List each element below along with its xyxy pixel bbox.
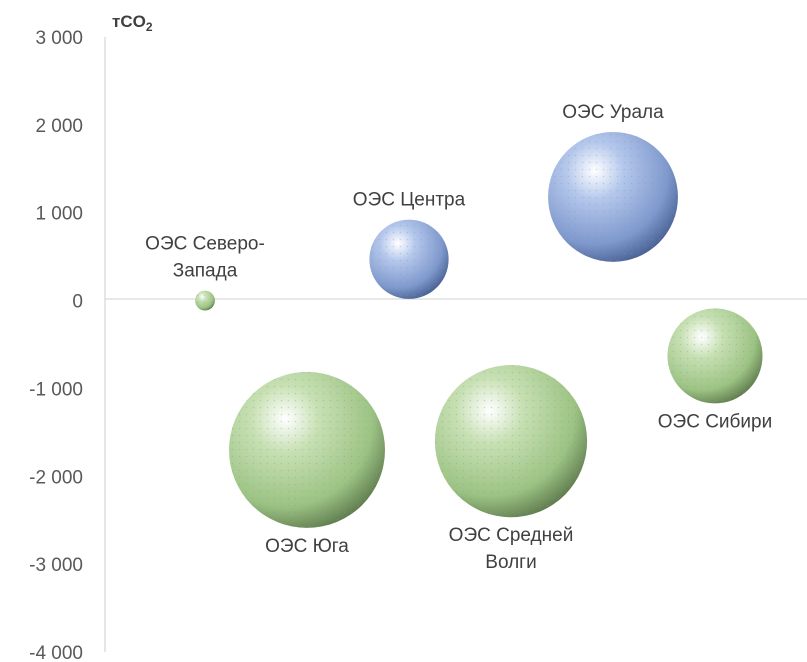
y-tick-label: 3 000 [35, 28, 83, 49]
y-tick-label: -3 000 [29, 555, 83, 576]
y-tick-label: 1 000 [35, 204, 83, 225]
y-tick-label: 2 000 [35, 116, 83, 137]
bubble-texture [369, 219, 449, 299]
bubble-texture [229, 371, 385, 528]
y-axis-ticks: 3 000 2 000 1 000 0 -1 000 -2 000 -3 000 -4 000 [29, 28, 83, 662]
bubble-texture [548, 131, 678, 262]
bubble-label: ОЭС Юга [265, 536, 349, 557]
y-tick-label: -1 000 [29, 379, 83, 400]
bubble-labels-group: ОЭС Северо-Запада ОЭС Центра ОЭС Урала ОЭС … [145, 102, 772, 573]
y-axis-unit: тCO2 [112, 12, 153, 34]
bubble-label: ОЭС Сибири [658, 411, 772, 432]
bubble-label: ОЭС Средней Волги [449, 525, 574, 573]
bubble-label: ОЭС Северо-Запада [145, 234, 265, 282]
y-tick-label: -2 000 [29, 467, 83, 488]
bubble-texture [434, 365, 588, 518]
bubble-texture [667, 308, 763, 404]
bubble-texture [195, 290, 215, 311]
bubbles-group [195, 131, 763, 528]
bubble-label: ОЭС Центра [353, 190, 466, 211]
bubble-label: ОЭС Урала [562, 102, 664, 123]
y-tick-label: 0 [72, 292, 83, 313]
y-tick-label: -4 000 [29, 643, 83, 662]
